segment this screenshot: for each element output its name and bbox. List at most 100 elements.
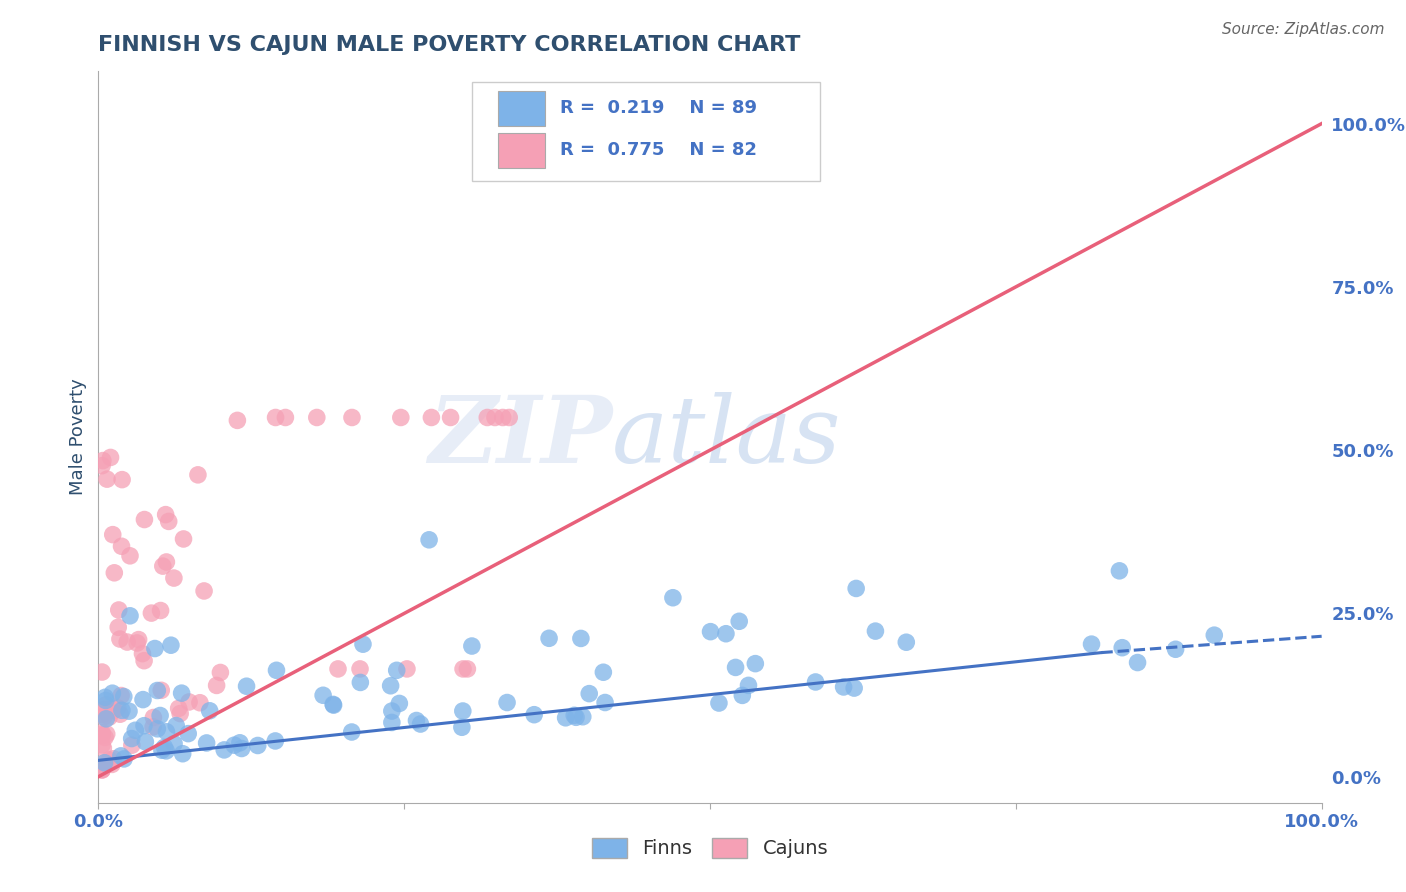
Text: Source: ZipAtlas.com: Source: ZipAtlas.com xyxy=(1222,22,1385,37)
Text: R =  0.775    N = 82: R = 0.775 N = 82 xyxy=(560,141,756,160)
Point xyxy=(744,657,766,671)
Point xyxy=(177,695,200,709)
Point xyxy=(188,696,211,710)
Point xyxy=(146,722,169,736)
Point xyxy=(1204,628,1226,642)
Text: atlas: atlas xyxy=(612,392,842,482)
Point xyxy=(98,753,121,767)
Point xyxy=(134,735,156,749)
Point xyxy=(572,710,595,724)
Point xyxy=(565,710,588,724)
Point xyxy=(305,410,328,425)
Point xyxy=(380,679,402,693)
Point xyxy=(340,725,363,739)
Point xyxy=(538,632,561,646)
Point xyxy=(195,736,218,750)
Point xyxy=(153,740,176,755)
Text: R =  0.219    N = 89: R = 0.219 N = 89 xyxy=(560,99,756,117)
Point xyxy=(173,532,195,546)
Point xyxy=(1164,642,1187,657)
Point xyxy=(157,515,180,529)
Point xyxy=(246,739,269,753)
Point xyxy=(115,635,138,649)
Point xyxy=(461,639,484,653)
Point xyxy=(103,704,125,718)
Point xyxy=(160,638,183,652)
Point xyxy=(101,686,124,700)
Point xyxy=(707,696,730,710)
Point xyxy=(724,660,747,674)
Point xyxy=(266,663,288,677)
Point xyxy=(731,689,754,703)
Point xyxy=(322,698,344,712)
Point xyxy=(112,690,135,704)
Point xyxy=(896,635,918,649)
Point xyxy=(1111,640,1133,655)
Point xyxy=(804,675,827,690)
Point xyxy=(274,410,297,425)
Point xyxy=(91,738,114,752)
Point xyxy=(381,704,404,718)
Point xyxy=(832,680,855,694)
Point xyxy=(349,662,371,676)
Text: FINNISH VS CAJUN MALE POVERTY CORRELATION CHART: FINNISH VS CAJUN MALE POVERTY CORRELATIO… xyxy=(98,35,801,54)
Point xyxy=(91,763,114,777)
Point xyxy=(451,662,474,676)
Point xyxy=(121,738,143,752)
Point xyxy=(312,688,335,702)
Point xyxy=(91,458,114,473)
Point xyxy=(91,763,114,777)
Point xyxy=(96,712,118,726)
Point xyxy=(134,512,156,526)
Point xyxy=(554,711,576,725)
Point xyxy=(477,410,499,425)
Point xyxy=(170,686,193,700)
Point xyxy=(209,665,232,680)
Point xyxy=(451,704,474,718)
Point xyxy=(569,632,592,646)
Point xyxy=(562,708,585,723)
Point xyxy=(264,734,287,748)
Point xyxy=(142,710,165,724)
Point xyxy=(340,410,363,425)
Point xyxy=(93,756,115,770)
Point xyxy=(94,731,117,745)
Point xyxy=(128,632,150,647)
Point xyxy=(100,702,122,716)
Point xyxy=(205,678,228,692)
Point xyxy=(714,626,737,640)
Point xyxy=(198,704,221,718)
Point xyxy=(496,696,519,710)
Point xyxy=(110,748,132,763)
Legend: Finns, Cajuns: Finns, Cajuns xyxy=(583,830,837,866)
Point xyxy=(193,584,215,599)
Point xyxy=(844,681,866,695)
Point xyxy=(163,737,186,751)
FancyBboxPatch shape xyxy=(471,82,820,181)
Point xyxy=(127,636,149,650)
Point xyxy=(163,571,186,585)
Point xyxy=(155,555,177,569)
Point xyxy=(98,710,121,724)
Point xyxy=(155,744,177,758)
Point xyxy=(150,743,173,757)
Point xyxy=(101,527,124,541)
Point xyxy=(111,473,134,487)
Point xyxy=(235,679,257,693)
Point xyxy=(91,729,114,743)
Point xyxy=(132,692,155,706)
Point xyxy=(94,698,117,712)
Point xyxy=(212,743,235,757)
Point xyxy=(91,725,114,739)
Point xyxy=(224,738,246,752)
Point xyxy=(94,693,117,707)
Point xyxy=(405,714,427,728)
Point xyxy=(349,675,371,690)
Point xyxy=(108,707,131,722)
Point xyxy=(91,707,114,722)
Point xyxy=(93,702,115,716)
Point xyxy=(418,533,440,547)
Point xyxy=(112,752,135,766)
Point xyxy=(322,698,344,712)
Point xyxy=(93,741,115,756)
